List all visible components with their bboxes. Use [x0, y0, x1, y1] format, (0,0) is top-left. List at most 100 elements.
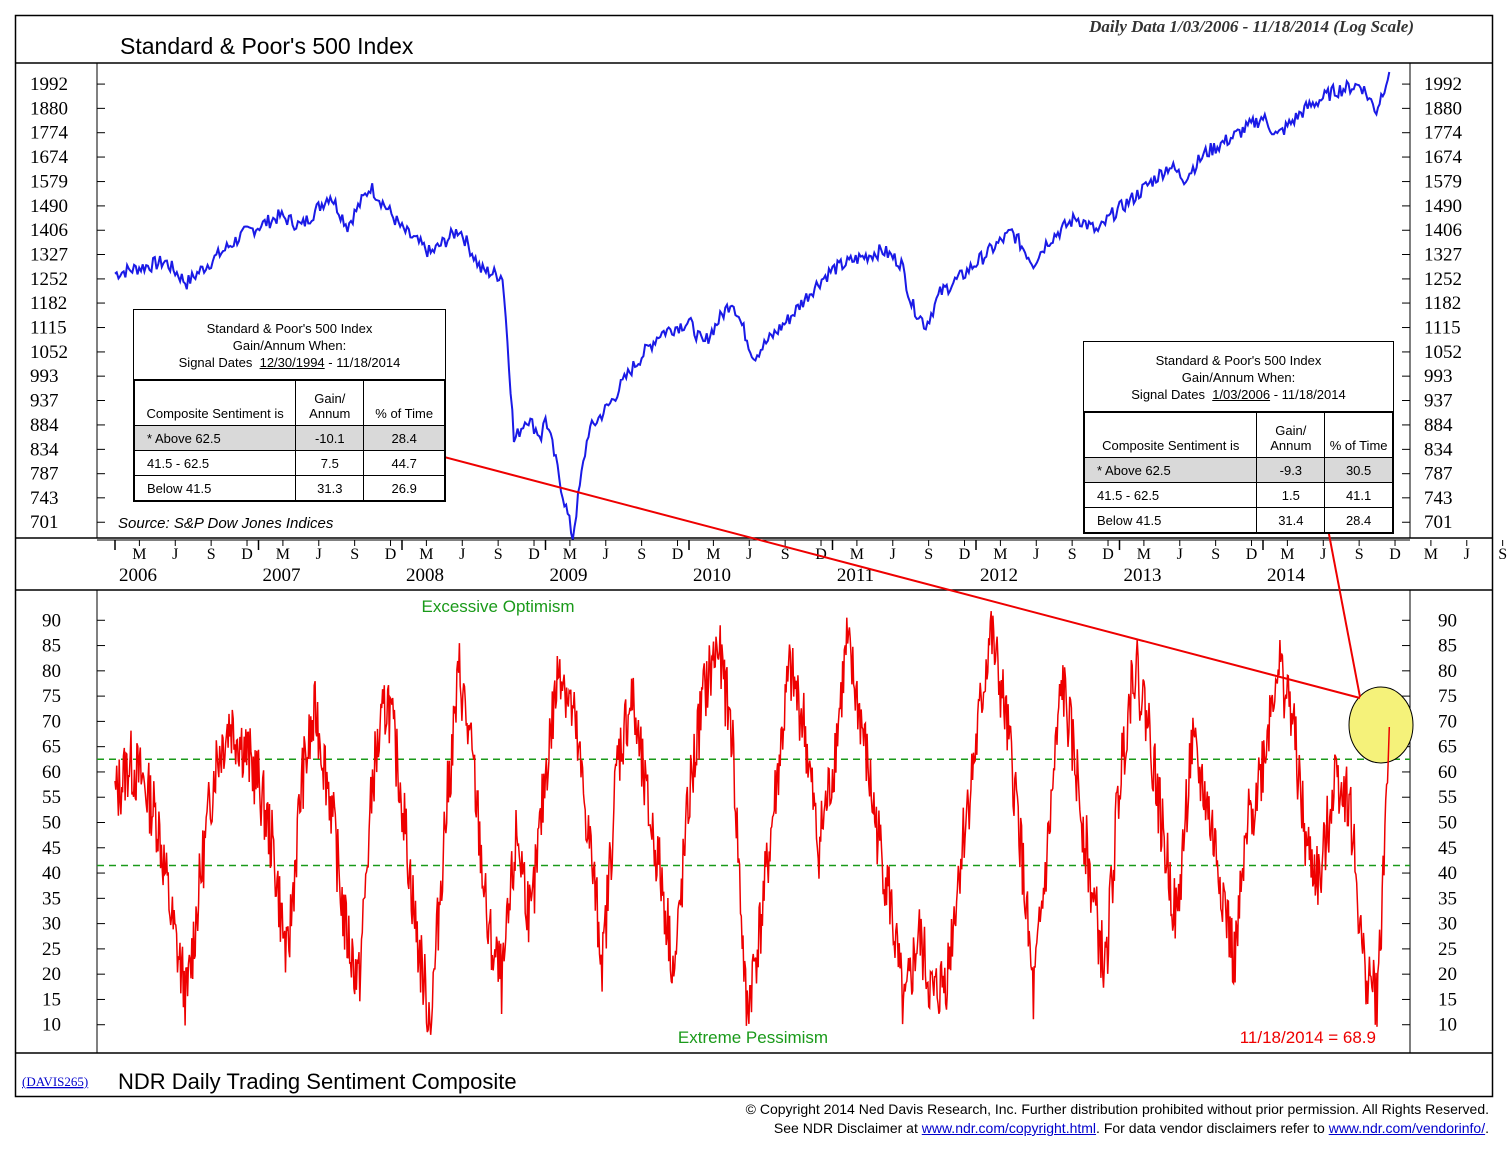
price-tick-label-left: 884 — [30, 415, 59, 436]
outer-border — [14, 14, 1494, 1098]
stats-left-line1: Standard & Poor's 500 Index — [206, 321, 373, 336]
sentiment-tick-label-right: 80 — [1438, 661, 1457, 682]
stats-left-signal-end: - 11/18/2014 — [328, 355, 401, 370]
sentiment-tick-label-left: 35 — [42, 888, 61, 909]
sentiment-tick-label-right: 40 — [1438, 863, 1457, 884]
month-tick-label: J — [172, 546, 178, 563]
price-tick-label-left: 1579 — [30, 172, 68, 193]
footer-chart-title: NDR Daily Trading Sentiment Composite — [118, 1069, 517, 1094]
year-tick-label: 2007 — [263, 565, 301, 586]
price-tick-label-left: 1182 — [30, 293, 67, 314]
month-tick-label: M — [706, 546, 720, 563]
year-tick-label: 2009 — [550, 565, 588, 586]
sentiment-tick-label-right: 25 — [1438, 939, 1457, 960]
month-tick-label: D — [1389, 546, 1401, 563]
stats-table-left: Standard & Poor's 500 Index Gain/Annum W… — [133, 309, 446, 502]
sentiment-tick-label-left: 25 — [42, 939, 61, 960]
chart-title: Standard & Poor's 500 Index — [120, 33, 414, 59]
stats-left-col-label: Composite Sentiment is — [133, 380, 297, 426]
sentiment-tick-label-right: 45 — [1438, 838, 1457, 859]
month-tick-label: S — [350, 546, 359, 563]
price-tick-label-right: 1579 — [1424, 172, 1462, 193]
sentiment-line — [114, 611, 1391, 1035]
month-tick-label: S — [637, 546, 646, 563]
month-tick-label: D — [241, 546, 253, 563]
price-tick-label-left: 1992 — [30, 74, 68, 95]
price-tick-label-right: 993 — [1424, 366, 1453, 387]
price-tick-label-left: 1252 — [30, 269, 68, 290]
price-tick-label-right: 743 — [1424, 488, 1453, 509]
stats-right-table: Composite Sentiment is Gain/ Annum % of … — [1083, 412, 1393, 533]
price-tick-label-left: 1327 — [30, 245, 68, 266]
price-tick-label-left: 787 — [30, 464, 59, 485]
month-tick-label: M — [419, 546, 433, 563]
price-tick-label-left: 1774 — [30, 123, 69, 144]
sentiment-tick-label-left: 15 — [42, 989, 61, 1010]
price-tick-label-right: 1052 — [1424, 342, 1462, 363]
month-tick-label: D — [959, 546, 971, 563]
disclaimer-line: See NDR Disclaimer at www.ndr.com/copyri… — [773, 1120, 1489, 1136]
month-tick-label: J — [746, 546, 752, 563]
sentiment-tick-label-right: 50 — [1438, 813, 1457, 834]
excessive-optimism-label: Excessive Optimism — [421, 597, 574, 616]
sentiment-tick-label-right: 35 — [1438, 888, 1457, 909]
month-tick-label: S — [924, 546, 933, 563]
sentiment-tick-label-right: 70 — [1438, 711, 1457, 732]
price-axis-left: 1992 1880 1774 1674 1579 1490 1406 1327 1252 1182… — [30, 74, 105, 533]
year-tick-label: 2010 — [693, 565, 731, 586]
price-tick-label-right: 787 — [1424, 464, 1453, 485]
stats-right-line2: Gain/Annum When: — [1181, 370, 1296, 385]
copyright-notice: © Copyright 2014 Ned Davis Research, Inc… — [745, 1101, 1489, 1117]
month-tick-label: J — [459, 546, 465, 563]
month-tick-label: M — [563, 546, 577, 563]
month-tick-label: S — [1068, 546, 1077, 563]
stats-left-table: Composite Sentiment is Gain/ Annum % of … — [133, 380, 445, 501]
copyright-link[interactable]: www.ndr.com/copyright.html — [921, 1120, 1097, 1136]
month-tick-label: D — [1102, 546, 1114, 563]
sentiment-tick-label-right: 65 — [1438, 737, 1457, 758]
sentiment-tick-label-left: 80 — [42, 661, 61, 682]
table-row: * Above 62.5 -9.3 30.5 — [1083, 457, 1393, 483]
year-tick-label: 2014 — [1267, 565, 1306, 586]
source-note: Source: S&P Dow Jones Indices — [118, 515, 334, 532]
sentiment-tick-label-left: 30 — [42, 914, 61, 935]
sentiment-tick-label-left: 55 — [42, 787, 61, 808]
date-range-label: Daily Data 1/03/2006 - 11/18/2014 (Log S… — [1088, 17, 1414, 36]
table-row: 41.5 - 62.5 1.5 41.1 — [1083, 482, 1393, 508]
price-tick-label-left: 1406 — [30, 220, 68, 241]
price-tick-label-right: 1490 — [1424, 196, 1462, 217]
price-tick-label-right: 1880 — [1424, 98, 1462, 119]
month-tick-label: M — [1424, 546, 1438, 563]
sentiment-tick-label-right: 20 — [1438, 964, 1457, 985]
table-row: Below 41.5 31.3 26.9 — [133, 475, 445, 501]
month-tick-label: S — [1355, 546, 1364, 563]
price-tick-label-left: 1052 — [30, 342, 68, 363]
price-tick-label-left: 834 — [30, 439, 59, 460]
sentiment-axis-right: 90 85 80 75 70 65 60 55 50 45 40 35 30 25 20 15 10 — [1402, 610, 1457, 1036]
price-axis-right: 1992 1880 1774 1674 1579 1490 1406 1327 1252 1182… — [1402, 74, 1463, 533]
last-reading-label: 11/18/2014 = 68.9 — [1240, 1028, 1376, 1047]
month-tick-label: J — [890, 546, 896, 563]
stats-left-line2: Gain/Annum When: — [232, 338, 347, 353]
sentiment-tick-label-right: 55 — [1438, 787, 1457, 808]
month-tick-label: S — [781, 546, 790, 563]
month-tick-label: S — [1211, 546, 1220, 563]
price-tick-label-right: 884 — [1424, 415, 1453, 436]
sentiment-axis-left: 90 85 80 75 70 65 60 55 50 45 40 35 30 25 20 15 10 — [42, 610, 105, 1036]
vendorinfo-link[interactable]: www.ndr.com/vendorinfo/ — [1328, 1120, 1486, 1136]
price-tick-label-right: 937 — [1424, 391, 1453, 412]
stats-right-signal-start: 1/03/2006 — [1212, 387, 1271, 402]
stats-right-line1: Standard & Poor's 500 Index — [1155, 353, 1322, 368]
price-tick-label-right: 1182 — [1424, 293, 1461, 314]
chart-code[interactable]: (DAVIS265) — [22, 1074, 88, 1089]
sentiment-tick-label-left: 60 — [42, 762, 61, 783]
month-tick-label: D — [385, 546, 397, 563]
sentiment-tick-label-right: 85 — [1438, 636, 1457, 657]
stats-right-signal-end: - 11/18/2014 — [1273, 387, 1346, 402]
month-tick-label: D — [672, 546, 684, 563]
sentiment-tick-label-right: 30 — [1438, 914, 1457, 935]
sentiment-tick-label-left: 10 — [42, 1015, 61, 1036]
price-tick-label-right: 1406 — [1424, 220, 1462, 241]
month-tick-label: J — [316, 546, 322, 563]
